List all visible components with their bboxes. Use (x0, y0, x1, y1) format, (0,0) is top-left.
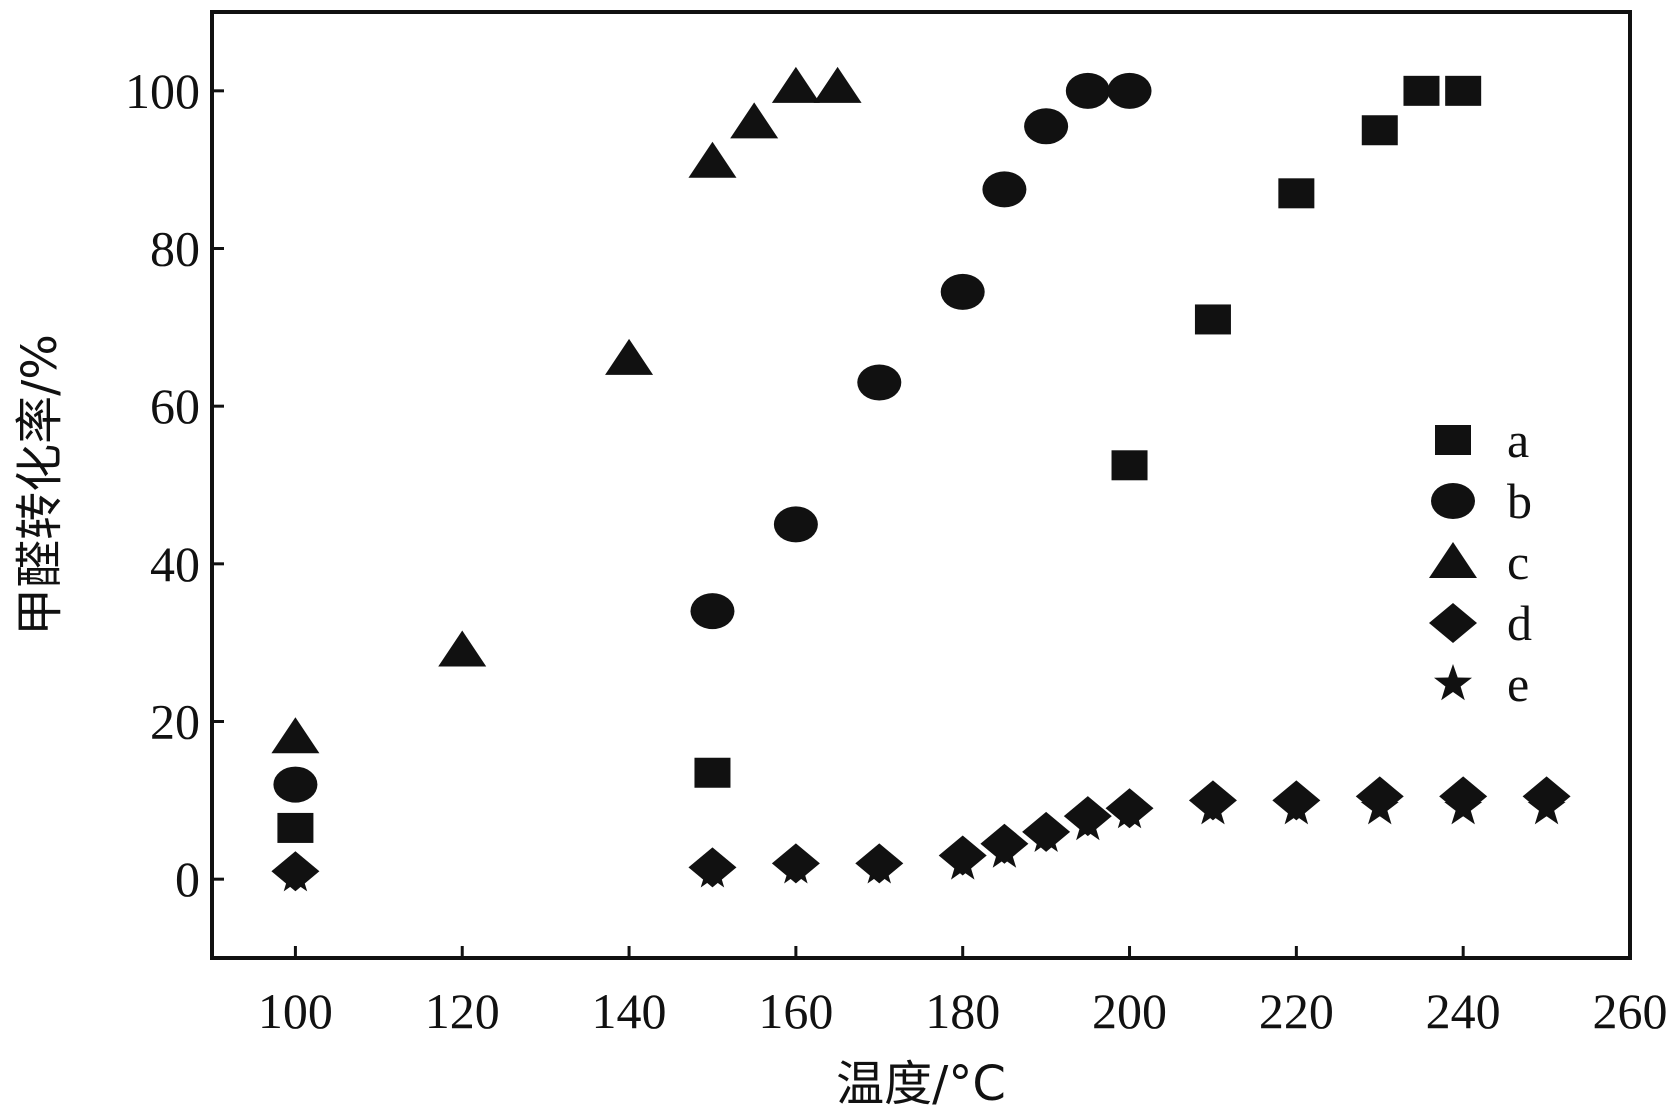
point-d (688, 847, 737, 888)
point-d (1063, 796, 1112, 837)
x-tick-label: 200 (1092, 983, 1167, 1039)
legend-marker-d (1429, 603, 1477, 643)
legend-label-c: c (1507, 534, 1529, 590)
legend-label-d: d (1507, 595, 1532, 651)
point-d (980, 823, 1029, 864)
point-c (605, 338, 654, 375)
series-a (277, 75, 1482, 843)
point-c (730, 102, 779, 139)
x-axis-label: 温度/°C (836, 1056, 1006, 1112)
series-c (271, 66, 862, 754)
point-b (982, 171, 1027, 208)
x-tick-label: 180 (925, 983, 1000, 1039)
point-b (857, 364, 902, 401)
point-d (1105, 788, 1154, 829)
point-d (1522, 776, 1571, 817)
point-d (938, 835, 987, 876)
series-d (271, 776, 1571, 892)
point-a (1403, 75, 1440, 106)
data-markers (271, 66, 1571, 892)
point-d (271, 851, 320, 892)
point-c (438, 630, 487, 667)
legend-label-a: a (1507, 412, 1529, 468)
point-d (1439, 776, 1488, 817)
point-c (271, 717, 320, 754)
y-tick-label: 80 (150, 221, 200, 277)
point-a (1194, 304, 1231, 335)
point-b (690, 593, 735, 630)
point-a (277, 812, 314, 843)
point-d (1022, 811, 1071, 852)
legend-marker-c (1429, 542, 1477, 578)
y-tick-label: 60 (150, 378, 200, 434)
x-tick-label: 220 (1259, 983, 1334, 1039)
point-b (940, 273, 985, 310)
legend-label-b: b (1507, 473, 1532, 529)
y-tick-label: 0 (175, 851, 200, 907)
x-tick-label: 100 (258, 983, 333, 1039)
point-c (771, 66, 820, 103)
axis-ticks: 100 120 140 160 180 200 220 240 260 0 20 40 60 80 100 (125, 63, 1668, 1039)
point-b (273, 766, 318, 803)
point-a (1445, 75, 1482, 106)
point-a (1111, 450, 1148, 481)
point-d (1188, 780, 1237, 821)
point-b (1107, 72, 1152, 109)
point-b (773, 506, 818, 543)
point-d (1272, 780, 1321, 821)
point-d (1355, 776, 1404, 817)
point-b (1065, 72, 1110, 109)
series-b (273, 72, 1152, 803)
y-axis-label: 甲醛转化率/% (12, 334, 68, 636)
legend-label-e: e (1507, 656, 1529, 712)
point-a (1361, 115, 1398, 146)
legend-marker-b (1431, 483, 1475, 519)
x-tick-label: 260 (1593, 983, 1668, 1039)
point-c (688, 141, 737, 178)
x-tick-label: 240 (1426, 983, 1501, 1039)
x-tick-label: 120 (425, 983, 500, 1039)
y-tick-label: 40 (150, 536, 200, 592)
x-tick-label: 140 (592, 983, 667, 1039)
y-tick-label: 100 (125, 63, 200, 119)
point-d (771, 843, 820, 884)
legend-marker-a (1435, 425, 1471, 455)
legend-marker-e (1434, 664, 1472, 701)
x-tick-label: 160 (758, 983, 833, 1039)
point-c (813, 66, 862, 103)
point-a (1278, 178, 1315, 209)
point-a (694, 757, 731, 788)
plot-frame (210, 10, 1632, 960)
point-b (1024, 108, 1069, 145)
y-tick-label: 20 (150, 694, 200, 750)
point-d (855, 843, 904, 884)
